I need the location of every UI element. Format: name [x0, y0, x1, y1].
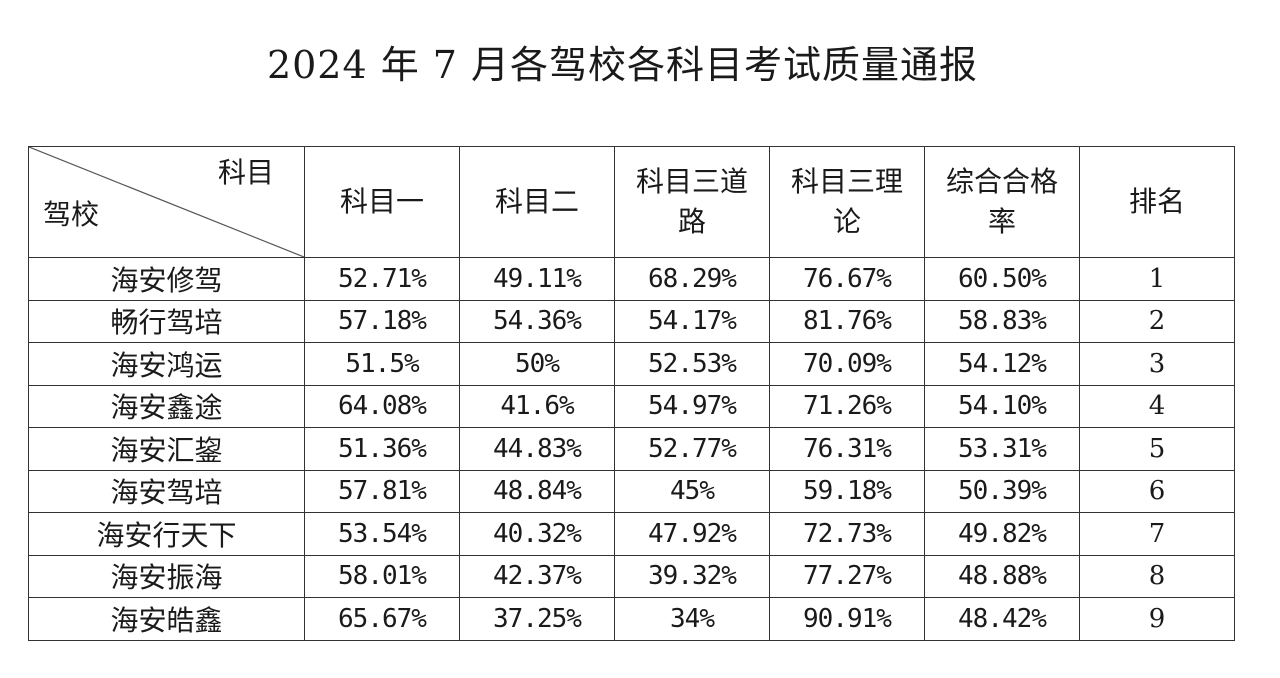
subject3-road-rate-cell: 45% — [614, 469, 770, 513]
overall-rate-cell: 54.12% — [924, 342, 1080, 386]
column-header: 科目三理论 — [769, 146, 925, 258]
subject2-rate-cell: 40.32% — [459, 512, 615, 556]
subject1-rate-cell: 51.5% — [304, 342, 460, 386]
table-row: 海安皓鑫 65.67% 37.25% 34% 90.91% 48.42% 9 — [28, 597, 1235, 641]
subject1-rate-cell: 57.18% — [304, 299, 460, 343]
subject3-road-rate-cell: 54.97% — [614, 384, 770, 428]
school-name-cell: 海安鑫途 — [28, 384, 305, 428]
subject1-rate-cell: 51.36% — [304, 427, 460, 471]
column-header: 科目三道路 — [614, 146, 770, 258]
subject2-rate-cell: 49.11% — [459, 257, 615, 301]
rank-cell: 6 — [1079, 469, 1235, 513]
subject3-road-rate-cell: 54.17% — [614, 299, 770, 343]
subject3-theory-rate-cell: 76.31% — [769, 427, 925, 471]
exam-quality-table: 科目 驾校 科目一 科目二 科目三道路 科目三理论 综合合格率 排名 海安修驾 … — [28, 146, 1235, 641]
overall-rate-cell: 50.39% — [924, 469, 1080, 513]
school-name-cell: 海安鸿运 — [28, 342, 305, 386]
report-title: 2024 年 7 月各驾校各科目考试质量通报 — [266, 43, 979, 87]
overall-rate-cell: 49.82% — [924, 512, 1080, 556]
subject3-theory-rate-cell: 70.09% — [769, 342, 925, 386]
corner-header-cell: 科目 驾校 — [28, 146, 305, 258]
subject1-rate-cell: 53.54% — [304, 512, 460, 556]
subject3-road-rate-cell: 68.29% — [614, 257, 770, 301]
subject3-theory-rate-cell: 71.26% — [769, 384, 925, 428]
rank-cell: 4 — [1079, 384, 1235, 428]
subject2-rate-cell: 54.36% — [459, 299, 615, 343]
rank-cell: 7 — [1079, 512, 1235, 556]
table-row: 海安振海 58.01% 42.37% 39.32% 77.27% 48.88% … — [28, 554, 1235, 598]
subject3-road-rate-cell: 34% — [614, 597, 770, 641]
table-row: 海安鑫途 64.08% 41.6% 54.97% 71.26% 54.10% 4 — [28, 384, 1235, 428]
subject3-theory-rate-cell: 90.91% — [769, 597, 925, 641]
corner-label-subject: 科目 — [217, 156, 274, 189]
overall-rate-cell: 48.42% — [924, 597, 1080, 641]
rank-cell: 1 — [1079, 257, 1235, 301]
subject3-theory-rate-cell: 59.18% — [769, 469, 925, 513]
subject3-theory-rate-cell: 72.73% — [769, 512, 925, 556]
table-row: 海安修驾 52.71% 49.11% 68.29% 76.67% 60.50% … — [28, 257, 1235, 301]
table-row: 海安汇鋆 51.36% 44.83% 52.77% 76.31% 53.31% … — [28, 427, 1235, 471]
subject3-theory-rate-cell: 77.27% — [769, 554, 925, 598]
table-row: 海安鸿运 51.5% 50% 52.53% 70.09% 54.12% 3 — [28, 342, 1235, 386]
subject2-rate-cell: 41.6% — [459, 384, 615, 428]
subject1-rate-cell: 65.67% — [304, 597, 460, 641]
column-header: 科目二 — [459, 146, 615, 258]
school-name-cell: 海安汇鋆 — [28, 427, 305, 471]
rank-cell: 8 — [1079, 554, 1235, 598]
diagonal-divider — [29, 147, 304, 257]
subject2-rate-cell: 44.83% — [459, 427, 615, 471]
subject2-rate-cell: 50% — [459, 342, 615, 386]
overall-rate-cell: 54.10% — [924, 384, 1080, 428]
subject1-rate-cell: 57.81% — [304, 469, 460, 513]
school-name-cell: 海安行天下 — [28, 512, 305, 556]
school-name-cell: 畅行驾培 — [28, 299, 305, 343]
school-name-cell: 海安振海 — [28, 554, 305, 598]
school-name-cell: 海安修驾 — [28, 257, 305, 301]
table-row: 畅行驾培 57.18% 54.36% 54.17% 81.76% 58.83% … — [28, 299, 1235, 343]
overall-rate-cell: 53.31% — [924, 427, 1080, 471]
column-header: 排名 — [1079, 146, 1235, 258]
subject2-rate-cell: 48.84% — [459, 469, 615, 513]
subject1-rate-cell: 58.01% — [304, 554, 460, 598]
subject3-theory-rate-cell: 81.76% — [769, 299, 925, 343]
table-row: 海安行天下 53.54% 40.32% 47.92% 72.73% 49.82%… — [28, 512, 1235, 556]
overall-rate-cell: 48.88% — [924, 554, 1080, 598]
subject3-theory-rate-cell: 76.67% — [769, 257, 925, 301]
header-row: 科目 驾校 科目一 科目二 科目三道路 科目三理论 综合合格率 排名 — [28, 146, 1235, 258]
overall-rate-cell: 60.50% — [924, 257, 1080, 301]
corner-label-school: 驾校 — [43, 198, 100, 231]
overall-rate-cell: 58.83% — [924, 299, 1080, 343]
subject3-road-rate-cell: 52.53% — [614, 342, 770, 386]
column-header: 科目一 — [304, 146, 460, 258]
subject3-road-rate-cell: 39.32% — [614, 554, 770, 598]
school-name-cell: 海安驾培 — [28, 469, 305, 513]
subject1-rate-cell: 52.71% — [304, 257, 460, 301]
school-name-cell: 海安皓鑫 — [28, 597, 305, 641]
rank-cell: 5 — [1079, 427, 1235, 471]
subject1-rate-cell: 64.08% — [304, 384, 460, 428]
rank-cell: 3 — [1079, 342, 1235, 386]
column-header: 综合合格率 — [924, 146, 1080, 258]
subject3-road-rate-cell: 52.77% — [614, 427, 770, 471]
rank-cell: 9 — [1079, 597, 1235, 641]
table-row: 海安驾培 57.81% 48.84% 45% 59.18% 50.39% 6 — [28, 469, 1235, 513]
rank-cell: 2 — [1079, 299, 1235, 343]
subject3-road-rate-cell: 47.92% — [614, 512, 770, 556]
subject2-rate-cell: 37.25% — [459, 597, 615, 641]
subject2-rate-cell: 42.37% — [459, 554, 615, 598]
